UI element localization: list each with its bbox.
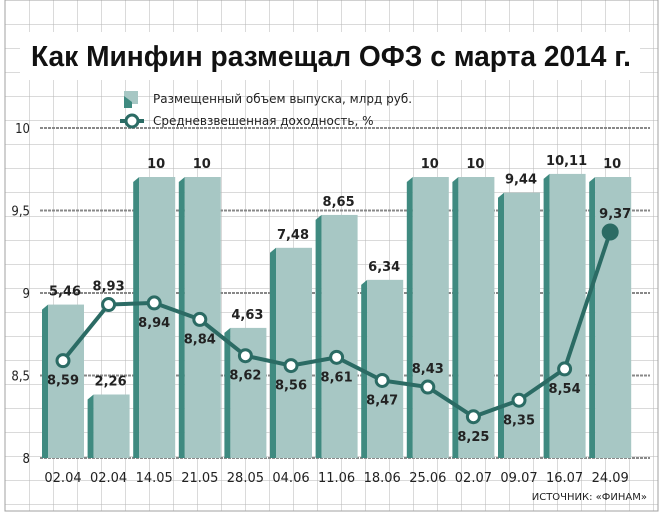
yield-point — [192, 311, 208, 327]
y-tick-label: 9 — [23, 287, 30, 302]
yield-value-label: 8,84 — [184, 332, 216, 347]
bar-side — [178, 177, 185, 458]
x-tick-label: 16.07 — [546, 471, 583, 486]
bar-value-label: 10 — [147, 157, 165, 172]
yield-point — [101, 297, 117, 313]
bar-side — [361, 279, 368, 458]
x-tick-label: 21.05 — [181, 471, 218, 486]
yield-point — [237, 348, 253, 364]
bar — [549, 173, 586, 458]
bar — [139, 177, 176, 458]
legend-marker-icon — [124, 113, 140, 129]
bar-side — [589, 177, 596, 458]
yield-value-label: 8,43 — [412, 362, 444, 377]
bar — [367, 279, 404, 458]
x-tick-label: 11.06 — [318, 471, 355, 486]
yield-point — [465, 409, 481, 425]
yield-point — [557, 361, 573, 377]
bar-value-label: 9,44 — [505, 173, 537, 188]
bar — [48, 304, 84, 458]
legend-bar-icon-side — [124, 96, 132, 108]
yield-value-label: 8,93 — [93, 280, 125, 295]
yield-point — [420, 379, 436, 395]
bar-value-label: 10 — [193, 157, 211, 172]
bar-side — [406, 177, 413, 458]
bar-side — [87, 394, 94, 458]
bar-value-label: 10 — [421, 157, 439, 172]
bar-value-label: 6,34 — [368, 260, 400, 275]
bar-value-label: 4,63 — [231, 308, 263, 323]
legend-line-label: Средневзвешенная доходность, % — [153, 114, 374, 128]
yield-value-label: 8,61 — [321, 370, 353, 385]
y-tick-label: 8 — [23, 452, 30, 467]
bar-side — [315, 214, 322, 458]
bar-value-label: 5,46 — [49, 285, 81, 300]
yield-point — [601, 223, 619, 241]
x-tick-label: 09.07 — [500, 471, 537, 486]
bar — [412, 177, 449, 458]
yield-point — [374, 372, 390, 388]
yield-value-label: 8,56 — [275, 379, 307, 394]
yield-point — [146, 295, 162, 311]
bar-value-label: 10 — [466, 157, 484, 172]
yield-value-label: 8,62 — [229, 369, 261, 384]
bar — [276, 247, 312, 458]
x-tick-label: 24.09 — [592, 471, 629, 486]
bar-value-label: 8,65 — [323, 195, 355, 210]
x-tick-label: 28.05 — [227, 471, 264, 486]
bar-value-label: 7,48 — [277, 228, 309, 243]
bar-value-label: 10 — [603, 157, 621, 172]
y-tick-label: 9,5 — [11, 205, 30, 220]
x-tick-label: 14.05 — [136, 471, 173, 486]
bar-side — [498, 192, 504, 458]
legend-bar-label: Размещенный объем выпуска, млрд руб. — [153, 92, 412, 106]
y-tick-label: 10 — [15, 122, 30, 137]
bar — [595, 177, 632, 458]
legend: Размещенный объем выпуска, млрд руб. Сре… — [120, 91, 412, 129]
x-tick-label: 02.04 — [44, 471, 81, 486]
source-note: ИСТОЧНИК: «ФИНАМ» — [532, 492, 647, 503]
x-tick-label: 25.06 — [409, 471, 446, 486]
yield-point — [511, 392, 527, 408]
bar-side — [133, 177, 140, 458]
y-tick-label: 8,5 — [11, 370, 30, 385]
yield-value-label: 8,25 — [457, 430, 489, 445]
bar-side — [543, 173, 550, 458]
yield-point — [55, 353, 71, 369]
yield-value-label: 9,37 — [599, 207, 631, 222]
bar — [504, 192, 540, 458]
yield-value-label: 8,35 — [503, 413, 535, 428]
bar-value-label: 2,26 — [95, 374, 127, 389]
x-tick-label: 02.04 — [90, 471, 127, 486]
bar-side — [270, 247, 276, 458]
yield-value-label: 8,54 — [549, 382, 581, 397]
bar-side — [452, 177, 459, 458]
chart-title: Как Минфин размещал ОФЗ с марта 2014 г. — [31, 41, 631, 73]
title-box — [20, 32, 640, 80]
bar-value-label: 10,11 — [546, 154, 587, 169]
bar — [93, 394, 130, 458]
x-tick-label: 18.06 — [364, 471, 401, 486]
x-tick-label: 02.07 — [455, 471, 492, 486]
yield-value-label: 8,94 — [138, 316, 170, 331]
yield-value-label: 8,47 — [366, 393, 398, 408]
bar-side — [224, 327, 231, 458]
yield-point — [283, 358, 299, 374]
bar — [321, 214, 358, 458]
yield-point — [329, 349, 345, 365]
x-tick-label: 04.06 — [272, 471, 309, 486]
bar-side — [42, 304, 48, 458]
yield-value-label: 8,59 — [47, 374, 79, 389]
